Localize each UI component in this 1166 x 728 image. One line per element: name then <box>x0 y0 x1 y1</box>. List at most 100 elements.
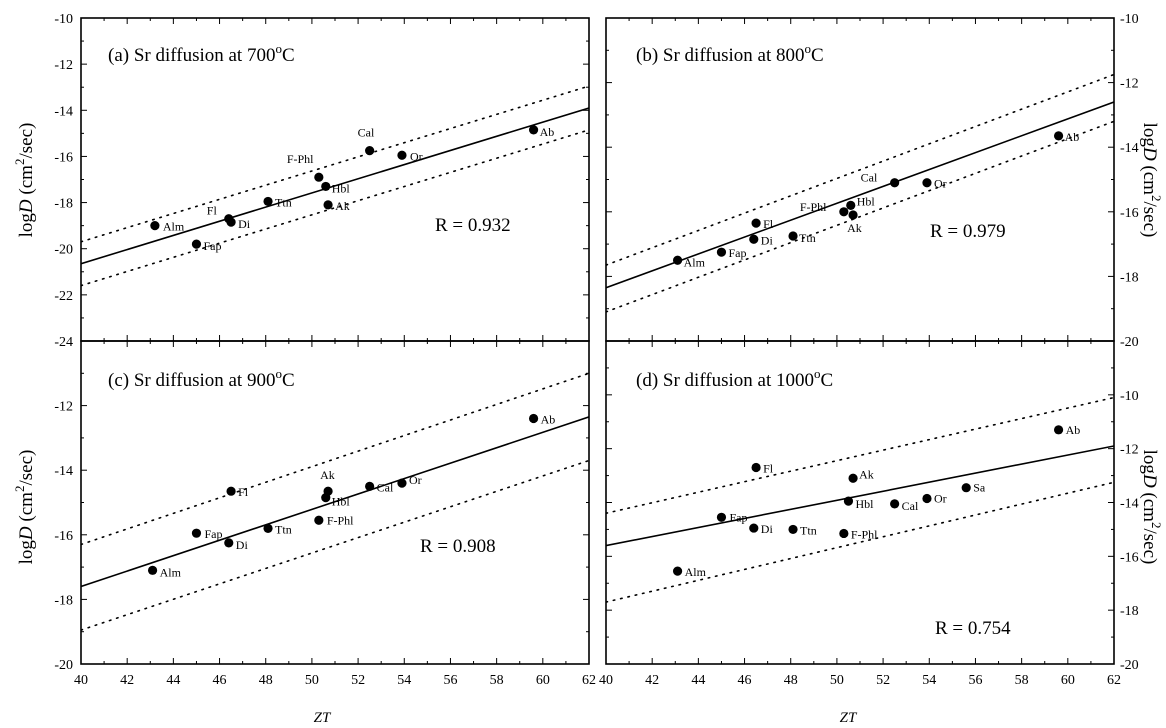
x-tick-label-c: 58 <box>490 673 504 688</box>
point-label-di: Di <box>236 538 249 552</box>
data-point-f-phl <box>314 515 324 525</box>
point-label-di: Di <box>761 522 774 536</box>
x-tick-label-c: 42 <box>120 673 134 688</box>
data-point-di <box>226 217 236 227</box>
lower-bound-line <box>81 129 589 287</box>
data-point-hbl <box>846 200 856 210</box>
x-tick-label-d: 44 <box>691 673 705 688</box>
x-tick-label-c: 50 <box>305 673 319 688</box>
data-point-alm <box>150 221 160 231</box>
upper-bound-line <box>81 372 589 546</box>
regression-line <box>81 107 589 265</box>
y-axis-title-top-left: logD (cm2/sec) <box>12 123 37 238</box>
data-point-fap <box>191 239 202 249</box>
point-label-di: Di <box>238 217 251 231</box>
point-label-hbl: Hbl <box>857 194 876 208</box>
data-point-hbl <box>843 496 854 506</box>
x-tick-label-c: 44 <box>166 673 180 688</box>
regression-line <box>606 445 1114 547</box>
y-tick-label-d: -20 <box>1120 658 1139 673</box>
x-axis-title-left: ZT <box>314 710 332 726</box>
y-tick-label-c: -16 <box>54 529 73 544</box>
point-label-fl: Fl <box>207 204 218 218</box>
x-tick-label-d: 40 <box>599 673 613 688</box>
point-label-cal: Cal <box>902 499 919 513</box>
y-tick-label-a: -18 <box>54 197 73 212</box>
point-label-ak: Ak <box>320 468 335 482</box>
data-point-ttn <box>788 524 798 535</box>
point-label-f-phl: F-Phl <box>851 527 878 541</box>
x-tick-label-d: 54 <box>922 673 936 688</box>
point-label-ab: Ab <box>1065 130 1080 144</box>
point-label-ttn: Ttn <box>275 195 292 209</box>
data-point-fap <box>191 528 202 538</box>
data-point-ttn <box>263 196 273 207</box>
point-label-cal: Cal <box>377 480 394 494</box>
data-point-fl <box>226 486 236 496</box>
x-tick-label-d: 42 <box>645 673 659 688</box>
x-tick-label-d: 58 <box>1015 673 1029 688</box>
data-point-di <box>224 538 234 548</box>
point-label-or: Or <box>934 177 947 191</box>
y-tick-label-d: -12 <box>1120 443 1139 458</box>
point-label-f-phl: F-Phl <box>287 152 314 166</box>
x-tick-label-d: 52 <box>876 673 890 688</box>
data-point-cal <box>365 481 375 491</box>
point-label-fl: Fl <box>763 217 774 231</box>
point-label-cal: Cal <box>358 126 375 140</box>
point-label-fl: Fl <box>763 462 774 476</box>
r-value-a: R = 0.932 <box>435 215 511 236</box>
point-label-ttn: Ttn <box>800 523 817 537</box>
y-tick-label-a: -12 <box>54 58 73 73</box>
point-label-alm: Alm <box>160 565 182 579</box>
point-label-ttn: Ttn <box>275 522 292 536</box>
point-label-or: Or <box>409 473 422 487</box>
data-point-ak <box>848 210 858 220</box>
upper-bound-line <box>606 73 1114 266</box>
data-point-ttn <box>263 523 273 533</box>
fit-lines-d <box>606 396 1114 603</box>
data-point-di <box>749 523 759 533</box>
y-tick-label-b: -18 <box>1120 270 1139 285</box>
r-value-c: R = 0.908 <box>420 536 496 557</box>
data-point-or <box>922 178 932 188</box>
data-point-ak <box>323 486 333 496</box>
r-value-d: R = 0.754 <box>935 618 1011 639</box>
data-point-cal <box>890 178 900 188</box>
y-tick-label-d: -14 <box>1120 497 1139 512</box>
y-tick-label-c: -14 <box>54 464 73 479</box>
panel-title-a: (a) Sr diffusion at 700oC <box>108 41 295 66</box>
point-label-fl: Fl <box>238 485 249 499</box>
point-label-fap: Fap <box>728 246 746 260</box>
data-point-alm <box>672 255 683 265</box>
y-axis-title-bottom-left: logD (cm2/sec) <box>12 450 37 565</box>
data-point-hbl <box>321 181 331 192</box>
y-tick-label-b: -12 <box>1120 77 1139 92</box>
lower-bound-line <box>81 459 589 631</box>
data-point-fl <box>751 218 761 228</box>
panel-title-c: (c) Sr diffusion at 900oC <box>108 366 295 391</box>
panel-d: 40 42 44 46 48 50 52 54 56 58 60 62-20 -18 -16 -14 -12 -… <box>599 340 1139 688</box>
point-label-ak: Ak <box>847 221 862 235</box>
x-tick-label-c: 54 <box>397 673 411 688</box>
x-tick-label-c: 48 <box>259 673 273 688</box>
data-point-alm <box>672 566 683 576</box>
panel-a: -24 -22 -20 -18 -16 -14 -12 -10 Alm Fl Di Fap Ttn F-P… <box>54 12 590 350</box>
regression-line <box>606 101 1114 289</box>
x-tick-label-c: 40 <box>74 673 88 688</box>
y-tick-label-a: -16 <box>54 150 73 165</box>
data-point-ttn <box>788 231 798 241</box>
y-tick-label-c: -12 <box>54 400 73 415</box>
x-tick-label-d: 56 <box>968 673 982 688</box>
point-label-hbl: Hbl <box>855 497 874 511</box>
point-label-ttn: Ttn <box>799 231 816 245</box>
data-point-or <box>397 478 407 488</box>
point-label-f-phl: F-Phl <box>800 200 827 214</box>
point-label-ab: Ab <box>1066 423 1081 437</box>
y-tick-label-a: -20 <box>54 243 73 258</box>
y-tick-label-d: -18 <box>1120 604 1139 619</box>
x-tick-label-d: 48 <box>784 673 798 688</box>
data-point-ab <box>1053 131 1064 141</box>
y-tick-label-b: -14 <box>1120 141 1139 156</box>
